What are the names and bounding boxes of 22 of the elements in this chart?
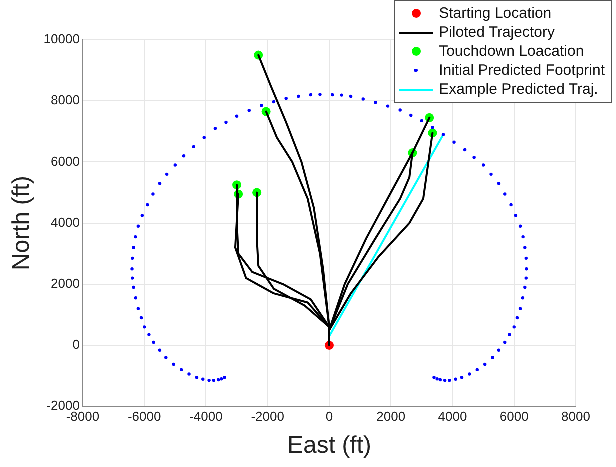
legend-label: Example Predicted Traj. bbox=[439, 81, 598, 98]
x-tick-label: 8000 bbox=[562, 408, 590, 424]
x-tick-label: 4000 bbox=[438, 408, 468, 424]
x-tick-label: -6000 bbox=[128, 408, 162, 424]
x-tick-label: -8000 bbox=[66, 408, 100, 424]
x-tick-label: 6000 bbox=[500, 408, 529, 424]
y-axis-title: North (ft) bbox=[8, 176, 36, 271]
legend-label: Piloted Trajectory bbox=[439, 24, 555, 41]
x-tick-label: 0 bbox=[326, 408, 334, 424]
legend-label: Initial Predicted Footprint bbox=[439, 62, 605, 79]
legend-label: Starting Location bbox=[439, 5, 552, 22]
x-tick-label: 2000 bbox=[376, 408, 406, 424]
x-tick-label: -2000 bbox=[251, 408, 284, 424]
legend-label: Touchdown Loacation bbox=[439, 43, 584, 60]
x-tick-label: -4000 bbox=[190, 408, 223, 424]
y-tick-label: 6000 bbox=[51, 154, 80, 169]
y-tick-label: 2000 bbox=[51, 276, 80, 291]
x-axis-title: East (ft) bbox=[287, 432, 372, 460]
y-tick-label: 4000 bbox=[51, 214, 80, 230]
y-tick-label: 8000 bbox=[51, 92, 80, 108]
y-tick-label: 10000 bbox=[44, 32, 80, 47]
y-tick-label: 0 bbox=[72, 337, 80, 352]
